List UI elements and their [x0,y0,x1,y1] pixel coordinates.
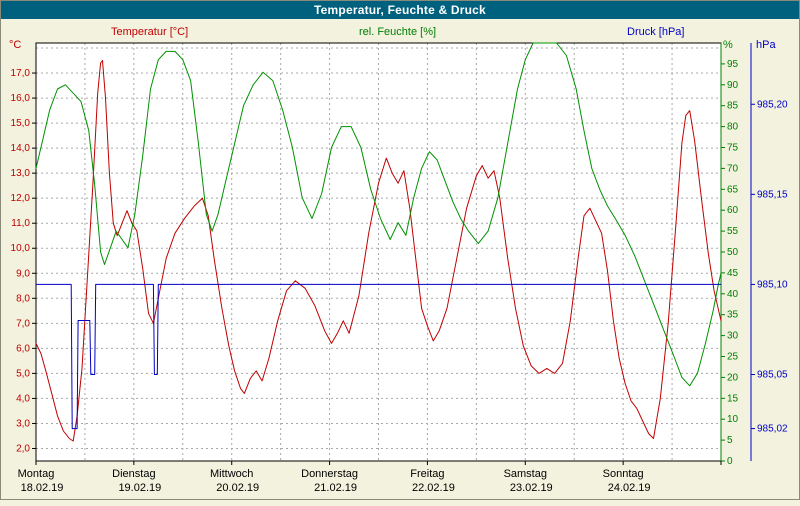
svg-text:65: 65 [727,184,739,195]
svg-text:Mittwoch: Mittwoch [210,468,253,480]
svg-text:14,0: 14,0 [11,143,31,154]
svg-text:7,0: 7,0 [16,318,30,329]
svg-text:12,0: 12,0 [11,193,31,204]
legend-temperature: Temperatur [°C] [111,26,189,38]
svg-text:6,0: 6,0 [16,343,30,354]
svg-text:985,05: 985,05 [757,370,788,381]
svg-text:30: 30 [727,331,739,342]
svg-text:23.02.19: 23.02.19 [510,482,553,494]
svg-text:10: 10 [727,414,739,425]
temperature-axis-unit: °C [9,39,22,51]
svg-text:Montag: Montag [18,468,55,480]
svg-text:19.02.19: 19.02.19 [118,482,161,494]
svg-text:95: 95 [727,59,739,70]
svg-text:985,10: 985,10 [757,279,788,290]
legend-pressure: Druck [hPa] [627,26,685,38]
svg-text:35: 35 [727,310,739,321]
svg-text:25: 25 [727,352,739,363]
svg-text:70: 70 [727,163,739,174]
svg-text:9,0: 9,0 [16,268,30,279]
svg-text:80: 80 [727,122,739,133]
svg-text:11,0: 11,0 [11,218,30,229]
humidity-axis-unit: % [723,39,733,51]
svg-text:15,0: 15,0 [11,118,31,129]
svg-text:10,0: 10,0 [11,243,31,254]
svg-text:2,0: 2,0 [16,443,30,454]
svg-text:5,0: 5,0 [16,368,30,379]
svg-text:45: 45 [727,268,739,279]
svg-text:4,0: 4,0 [16,393,30,404]
svg-text:985,15: 985,15 [757,189,788,200]
svg-text:15: 15 [727,393,739,404]
svg-text:16,0: 16,0 [11,93,31,104]
svg-text:21.02.19: 21.02.19 [314,482,357,494]
svg-text:50: 50 [727,247,739,258]
svg-text:Sonntag: Sonntag [603,468,644,480]
window-title: Temperatur, Feuchte & Druck [314,3,486,17]
svg-text:5: 5 [727,435,733,446]
svg-text:3,0: 3,0 [16,418,30,429]
svg-text:24.02.19: 24.02.19 [608,482,651,494]
svg-text:985,20: 985,20 [757,99,788,110]
svg-text:55: 55 [727,226,739,237]
svg-text:Dienstag: Dienstag [112,468,155,480]
legend-humidity: rel. Feuchte [%] [359,26,437,38]
svg-text:8,0: 8,0 [16,293,30,304]
svg-text:20.02.19: 20.02.19 [216,482,259,494]
title-bar: Temperatur, Feuchte & Druck [1,1,799,19]
svg-text:Donnerstag: Donnerstag [301,468,358,480]
svg-text:90: 90 [727,80,739,91]
svg-text:13,0: 13,0 [11,168,31,179]
svg-text:Freitag: Freitag [410,468,444,480]
svg-text:0: 0 [727,456,733,467]
svg-text:75: 75 [727,143,739,154]
svg-text:22.02.19: 22.02.19 [412,482,455,494]
svg-text:20: 20 [727,372,739,383]
svg-text:40: 40 [727,289,739,300]
svg-text:985,02: 985,02 [757,424,788,435]
pressure-axis-unit: hPa [756,39,776,51]
svg-text:85: 85 [727,101,739,112]
svg-text:18.02.19: 18.02.19 [21,482,64,494]
svg-text:60: 60 [727,205,739,216]
svg-text:Samstag: Samstag [504,468,547,480]
svg-text:17,0: 17,0 [11,68,31,79]
